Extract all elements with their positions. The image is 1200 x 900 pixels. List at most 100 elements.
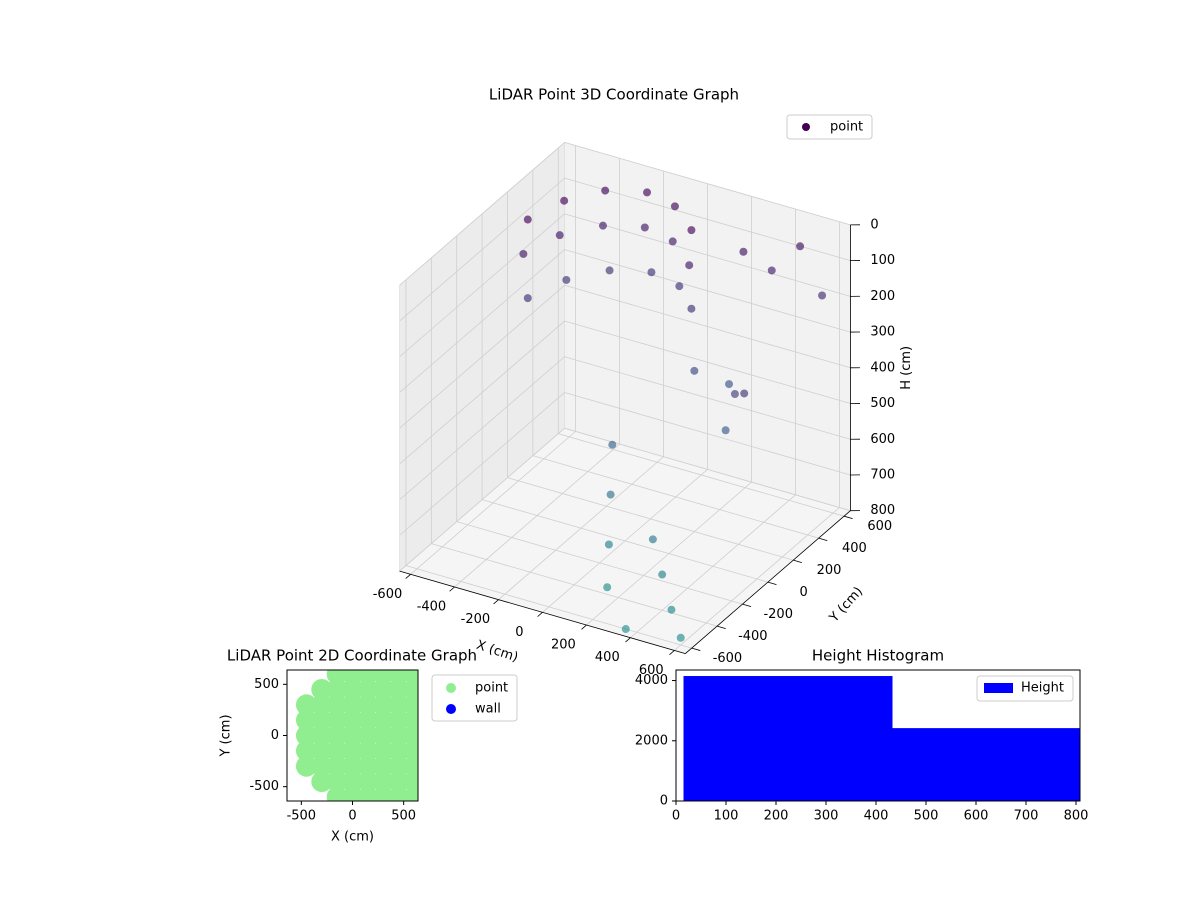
z-tick-label: 200: [870, 289, 895, 304]
grid-line: [399, 142, 565, 286]
point: [295, 725, 317, 746]
point: [326, 755, 348, 777]
legend-box: [431, 674, 518, 722]
z-tick-label: 100: [870, 253, 895, 268]
point: [606, 490, 615, 499]
grid-line: [456, 521, 743, 605]
point: [621, 625, 630, 634]
point: [357, 725, 379, 746]
tick-mark: [767, 581, 777, 586]
x-tick-label: -600: [373, 587, 403, 602]
y-axis-label: Y (cm): [219, 714, 234, 757]
tick-mark: [843, 515, 853, 520]
grid-line: [558, 433, 845, 517]
z-tick-label: 500: [870, 396, 895, 411]
point: [640, 223, 649, 232]
axis-line: [685, 510, 851, 654]
point: [311, 740, 333, 762]
point: [388, 740, 410, 762]
z-tick-label: 800: [870, 503, 895, 518]
point: [326, 771, 348, 793]
grid-line: [564, 320, 851, 404]
tick-mark: [669, 650, 675, 656]
point: [687, 226, 696, 235]
grid-line: [564, 213, 851, 297]
grid-line: [564, 392, 851, 476]
point: [685, 261, 694, 270]
point: [643, 188, 652, 197]
axis-line: [399, 570, 686, 654]
point: [658, 570, 667, 579]
tick-mark: [405, 573, 411, 579]
point: [372, 709, 394, 731]
legend-label: point: [475, 681, 508, 696]
x-tick-label: 400: [595, 650, 620, 665]
z-tick-label: 300: [870, 325, 895, 340]
point: [598, 221, 607, 230]
grid-line: [507, 477, 794, 561]
point: [311, 694, 333, 716]
point: [326, 694, 348, 716]
point: [295, 694, 317, 716]
y-tick-label: 2000: [635, 733, 668, 748]
point: [326, 725, 348, 746]
point: [601, 186, 610, 195]
point: [311, 755, 333, 777]
point: [675, 282, 684, 291]
point: [767, 266, 776, 275]
x-tick-label: 300: [814, 809, 839, 824]
point: [342, 694, 363, 716]
legend-marker: [802, 123, 810, 131]
x-tick-label: 600: [639, 663, 664, 678]
grid-line: [564, 284, 851, 369]
legend-marker: [984, 683, 1013, 693]
grid-line: [399, 427, 565, 572]
grid-line: [399, 213, 565, 358]
tick-mark: [625, 637, 631, 643]
point: [818, 291, 827, 300]
point: [605, 266, 614, 275]
grid-line: [564, 142, 851, 226]
x-tick-label: -400: [417, 599, 447, 614]
legend-label: wall: [475, 702, 501, 717]
point: [519, 249, 528, 258]
point: [403, 670, 418, 685]
point: [342, 725, 363, 746]
point: [388, 755, 410, 777]
x-tick-label: 600: [964, 809, 989, 824]
point: [311, 771, 333, 793]
point: [604, 540, 613, 549]
x-tick-label: 200: [551, 638, 576, 653]
point: [357, 709, 379, 731]
point: [739, 247, 748, 256]
point: [372, 694, 394, 716]
point: [357, 740, 379, 762]
x-axis-label: X (cm): [331, 830, 374, 845]
y-tick-label: -500: [249, 779, 279, 794]
point: [388, 678, 410, 700]
x-tick-label: 500: [391, 809, 416, 824]
point: [560, 196, 569, 205]
grid-line: [564, 356, 851, 440]
point: [357, 755, 379, 777]
grid-line: [399, 356, 565, 500]
point: [342, 771, 363, 793]
tick-mark: [717, 625, 726, 629]
grid-line: [399, 177, 565, 322]
grid-line: [564, 249, 851, 333]
chart-title: LiDAR Point 2D Coordinate Graph: [227, 647, 477, 665]
y-tick-label: 4000: [635, 673, 668, 688]
grid-line: [399, 285, 565, 429]
chart-title: LiDAR Point 3D Coordinate Graph: [489, 86, 739, 104]
point: [388, 694, 410, 716]
point: [372, 771, 394, 793]
point: [326, 740, 348, 762]
point: [357, 678, 379, 700]
y-tick-label: 0: [799, 585, 807, 600]
y-tick-label: -600: [713, 651, 743, 666]
x-tick-label: 800: [1064, 809, 1089, 824]
point: [357, 771, 379, 793]
x-tick-label: 400: [864, 809, 889, 824]
tick-mark: [742, 603, 752, 607]
